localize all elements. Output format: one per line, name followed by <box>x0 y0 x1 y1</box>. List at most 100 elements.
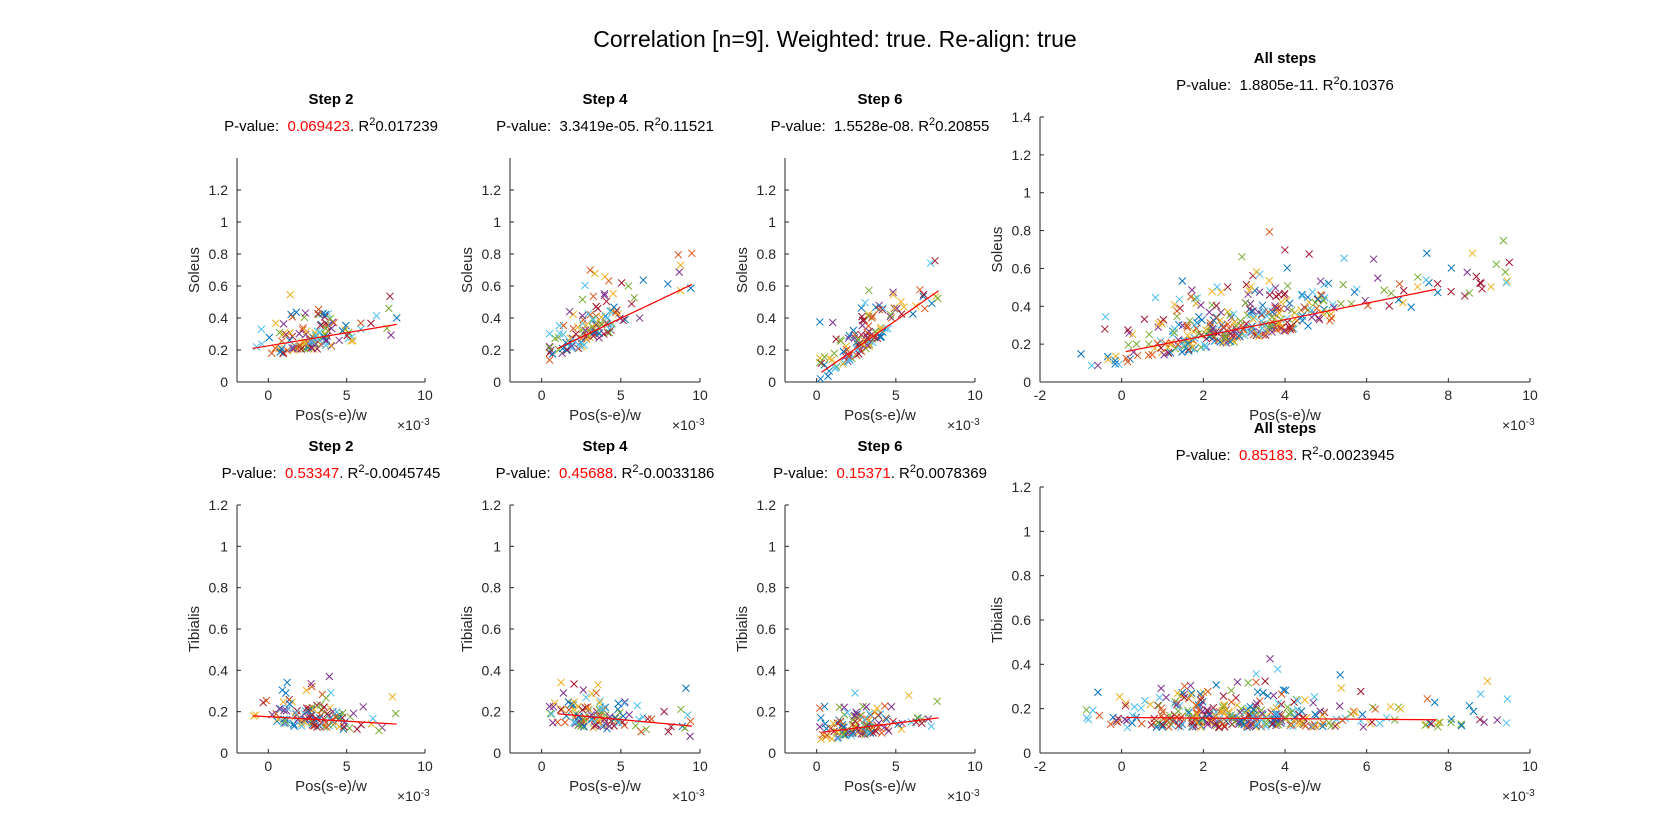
data-point <box>305 704 313 713</box>
data-point <box>1340 254 1349 263</box>
data-point <box>639 713 648 721</box>
data-point <box>1159 315 1168 324</box>
y-tick-label: 1.2 <box>1012 147 1032 163</box>
data-point <box>1287 323 1296 332</box>
x-tick-label: 10 <box>692 758 708 774</box>
data-point <box>877 333 885 341</box>
data-point <box>603 313 612 322</box>
x-exponent-power: -3 <box>696 417 705 428</box>
data-point <box>1219 322 1228 331</box>
y-tick-label: 0.2 <box>482 342 502 358</box>
y-axis-label: Soleus <box>734 247 751 293</box>
data-point <box>931 256 939 265</box>
data-point <box>558 344 567 353</box>
data-point <box>290 722 298 731</box>
data-point <box>556 705 565 714</box>
data-point <box>1122 699 1130 708</box>
data-point <box>1457 720 1466 729</box>
stats-separator: . <box>613 465 621 482</box>
data-point <box>587 689 596 698</box>
data-point <box>1241 299 1250 307</box>
data-point <box>322 694 331 703</box>
data-point <box>1183 331 1192 340</box>
x-exponent-power: -3 <box>421 417 430 428</box>
y-tick-label: 1 <box>220 214 228 230</box>
data-point <box>1111 356 1120 365</box>
p-value: 1.8805e-11 <box>1240 77 1315 94</box>
data-point <box>1238 252 1246 261</box>
data-point <box>262 696 271 705</box>
data-point <box>934 294 942 303</box>
y-tick-label: 1.2 <box>757 182 777 198</box>
data-point <box>1480 718 1488 727</box>
data-point <box>562 712 571 720</box>
data-point <box>302 704 311 712</box>
data-point <box>369 714 377 723</box>
panel-title: Step 6 <box>857 438 902 455</box>
data-point <box>1216 316 1225 325</box>
data-point <box>603 328 612 337</box>
data-point <box>904 691 913 700</box>
y-tick-label: 0.8 <box>1012 568 1032 584</box>
data-point <box>1297 707 1306 716</box>
data-point <box>1180 693 1189 702</box>
data-point <box>1336 670 1345 679</box>
p-value: 0.15371 <box>836 465 890 482</box>
data-point <box>1373 274 1382 282</box>
scatter-points <box>252 290 401 358</box>
data-point <box>1252 669 1261 678</box>
data-point <box>1164 349 1173 357</box>
data-point <box>851 330 859 339</box>
x-tick-label: 4 <box>1281 387 1289 403</box>
p-value-label: P-value: <box>224 118 279 135</box>
data-point <box>1104 355 1112 364</box>
data-point <box>1254 330 1263 338</box>
data-point <box>314 305 323 314</box>
data-point <box>1298 290 1306 299</box>
y-tick-label: 1 <box>1023 523 1031 539</box>
data-point <box>1188 718 1196 726</box>
data-point <box>563 346 572 354</box>
y-tick-label: 1.2 <box>482 182 502 198</box>
data-point <box>1137 719 1146 728</box>
r-squared-superscript: 2 <box>1334 75 1340 87</box>
y-tick-label: 0.2 <box>757 704 777 720</box>
data-point <box>869 729 877 737</box>
data-point <box>1192 701 1200 710</box>
data-point <box>584 705 593 714</box>
data-point <box>1250 313 1259 321</box>
data-point <box>1387 289 1396 298</box>
data-point <box>1223 283 1232 291</box>
data-point <box>328 318 337 327</box>
data-point <box>1296 716 1304 724</box>
data-point <box>926 259 935 267</box>
r-squared-superscript: 2 <box>910 463 916 475</box>
data-point <box>1213 283 1222 291</box>
data-point <box>642 725 651 734</box>
fit-line <box>821 717 939 733</box>
x-axis-label: Pos(s-e)/w <box>1249 778 1321 795</box>
data-point <box>598 704 607 713</box>
data-point <box>639 276 648 284</box>
data-point <box>329 707 337 716</box>
data-point <box>279 698 288 706</box>
data-point <box>861 721 869 730</box>
data-point <box>1371 705 1380 713</box>
data-point <box>1190 321 1199 329</box>
y-tick-label: 0.8 <box>757 580 777 596</box>
data-point <box>1492 260 1501 269</box>
stats-space <box>826 118 834 135</box>
data-point <box>1423 694 1432 703</box>
data-point <box>1193 710 1201 719</box>
data-point <box>1153 718 1162 727</box>
r-squared-value: -0.0045745 <box>365 465 441 482</box>
data-point <box>1193 294 1202 302</box>
data-point <box>1309 723 1317 731</box>
data-point <box>1172 701 1181 709</box>
data-point <box>630 293 639 302</box>
x-tick-label: 0 <box>813 387 821 403</box>
data-point <box>822 731 831 739</box>
data-point <box>1318 711 1327 719</box>
y-tick-label: 1 <box>220 538 228 554</box>
fit-line <box>557 283 693 349</box>
